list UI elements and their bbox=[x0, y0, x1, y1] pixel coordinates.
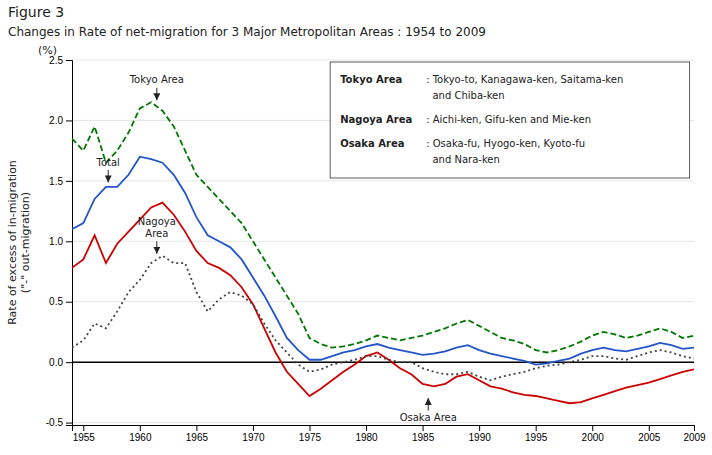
title: Figure 3 bbox=[8, 4, 64, 20]
x-tick-mark bbox=[649, 425, 650, 431]
annotation-arrow bbox=[428, 398, 429, 411]
series-line bbox=[72, 157, 694, 365]
x-tick-mark bbox=[253, 425, 254, 431]
x-tick-mark bbox=[309, 425, 310, 431]
y-unit-label: (%) bbox=[38, 44, 57, 57]
x-tick: 1990 bbox=[469, 425, 492, 443]
zero-line bbox=[72, 361, 694, 363]
y-tick: 0.5 bbox=[49, 296, 72, 307]
y-tick-mark bbox=[66, 60, 72, 61]
x-tick-label: 1995 bbox=[525, 432, 548, 443]
annotation-arrow bbox=[156, 88, 157, 101]
x-tick-label: 2009 bbox=[683, 432, 706, 443]
x-tick: 1960 bbox=[129, 425, 152, 443]
x-tick-label: 2000 bbox=[582, 432, 605, 443]
x-tick-label: 1970 bbox=[242, 432, 265, 443]
x-tick-mark bbox=[479, 425, 480, 431]
y-tick-mark bbox=[66, 241, 72, 242]
x-tick: 1980 bbox=[355, 425, 378, 443]
chart: Figure 3 Changes in Rate of net-migration… bbox=[0, 0, 712, 455]
y-axis-line bbox=[66, 61, 73, 426]
y-tick: 2.0 bbox=[49, 115, 72, 126]
x-tick: 2005 bbox=[638, 425, 661, 443]
x-tick-label: 1980 bbox=[355, 432, 378, 443]
annotation-label: NagoyaArea bbox=[138, 216, 176, 239]
x-tick-label: 1965 bbox=[186, 432, 209, 443]
y-tick: 1.5 bbox=[49, 176, 72, 187]
y-tick-label: 0.5 bbox=[49, 296, 63, 307]
y-tick-label: 2.0 bbox=[49, 115, 63, 126]
notes-label: Nagoya Area bbox=[340, 114, 412, 125]
x-tick: 2009 bbox=[683, 425, 706, 443]
notes-text: and Nara-ken bbox=[426, 154, 500, 165]
y-tick-label: -0.5 bbox=[46, 417, 64, 428]
y-grid-line bbox=[72, 241, 694, 242]
y-grid-line bbox=[72, 422, 694, 423]
y-grid-line bbox=[72, 362, 694, 363]
y-grid-line bbox=[72, 60, 694, 61]
annotation-label: Total bbox=[96, 157, 120, 168]
y-tick: -0.5 bbox=[46, 417, 72, 428]
annotation-arrow bbox=[156, 241, 157, 254]
x-tick-mark bbox=[536, 425, 537, 431]
notes-label: Osaka Area bbox=[340, 138, 404, 149]
notes-box: Tokyo Area : Tokyo-to, Kanagawa-ken, Sait… bbox=[330, 62, 690, 178]
y-tick-label: 0.0 bbox=[49, 357, 63, 368]
x-tick: 1965 bbox=[186, 425, 209, 443]
x-axis-line bbox=[73, 426, 695, 432]
series-line bbox=[72, 203, 694, 404]
y-tick: 0.0 bbox=[49, 357, 72, 368]
x-tick-mark bbox=[366, 425, 367, 431]
notes-text: : Aichi-ken, Gifu-ken and Mie-ken bbox=[426, 114, 591, 125]
y-tick-label: 1.5 bbox=[49, 176, 63, 187]
annotation-label: Osaka Area bbox=[400, 412, 457, 423]
y-axis-label: Rate of excess of in-migration("-" out-m… bbox=[6, 160, 32, 325]
x-tick: 1975 bbox=[299, 425, 322, 443]
y-tick-label: 1.0 bbox=[49, 236, 63, 247]
notes-text: and Chiba-ken bbox=[426, 90, 504, 101]
y-tick-mark bbox=[66, 362, 72, 363]
y-grid-line bbox=[72, 180, 694, 181]
x-tick: 1985 bbox=[412, 425, 435, 443]
x-axis: 1955 1960 1965 1970 1975 1980 1985 1990 1995 2000… bbox=[73, 425, 707, 443]
x-tick: 1955 bbox=[73, 425, 96, 443]
x-tick: 1970 bbox=[242, 425, 265, 443]
notes-label: Tokyo Area bbox=[340, 74, 402, 85]
x-tick: 2000 bbox=[582, 425, 605, 443]
series-line bbox=[72, 256, 694, 380]
notes-frame bbox=[330, 62, 690, 178]
x-tick-mark bbox=[83, 425, 84, 431]
x-tick-mark bbox=[196, 425, 197, 431]
annotation-arrow bbox=[108, 170, 109, 183]
y-tick-mark bbox=[66, 423, 72, 424]
x-tick-label: 1990 bbox=[469, 432, 492, 443]
y-tick-mark bbox=[66, 181, 72, 182]
subtitle: Changes in Rate of net-migration for 3 M… bbox=[8, 25, 486, 39]
x-tick-label: 1975 bbox=[299, 432, 322, 443]
grid bbox=[72, 60, 694, 423]
x-tick: 1995 bbox=[525, 425, 548, 443]
y-axis: -0.50.00.51.01.52.02.5 bbox=[46, 55, 73, 429]
x-tick-mark bbox=[694, 425, 695, 431]
x-tick-mark bbox=[592, 425, 593, 431]
y-grid-line bbox=[72, 301, 694, 302]
x-tick-mark bbox=[140, 425, 141, 431]
x-tick-mark bbox=[423, 425, 424, 431]
y-tick-mark bbox=[66, 120, 72, 121]
notes-text: : Tokyo-to, Kanagawa-ken, Saitama-ken bbox=[426, 74, 623, 85]
y-tick: 1.0 bbox=[49, 236, 72, 247]
notes-text: : Osaka-fu, Hyogo-ken, Kyoto-fu bbox=[426, 138, 585, 149]
x-tick-label: 1960 bbox=[129, 432, 152, 443]
annotation-label: Tokyo Area bbox=[129, 74, 184, 85]
y-tick-mark bbox=[66, 302, 72, 303]
x-tick-label: 2005 bbox=[638, 432, 661, 443]
x-tick-label: 1985 bbox=[412, 432, 435, 443]
x-tick-label: 1955 bbox=[73, 432, 96, 443]
